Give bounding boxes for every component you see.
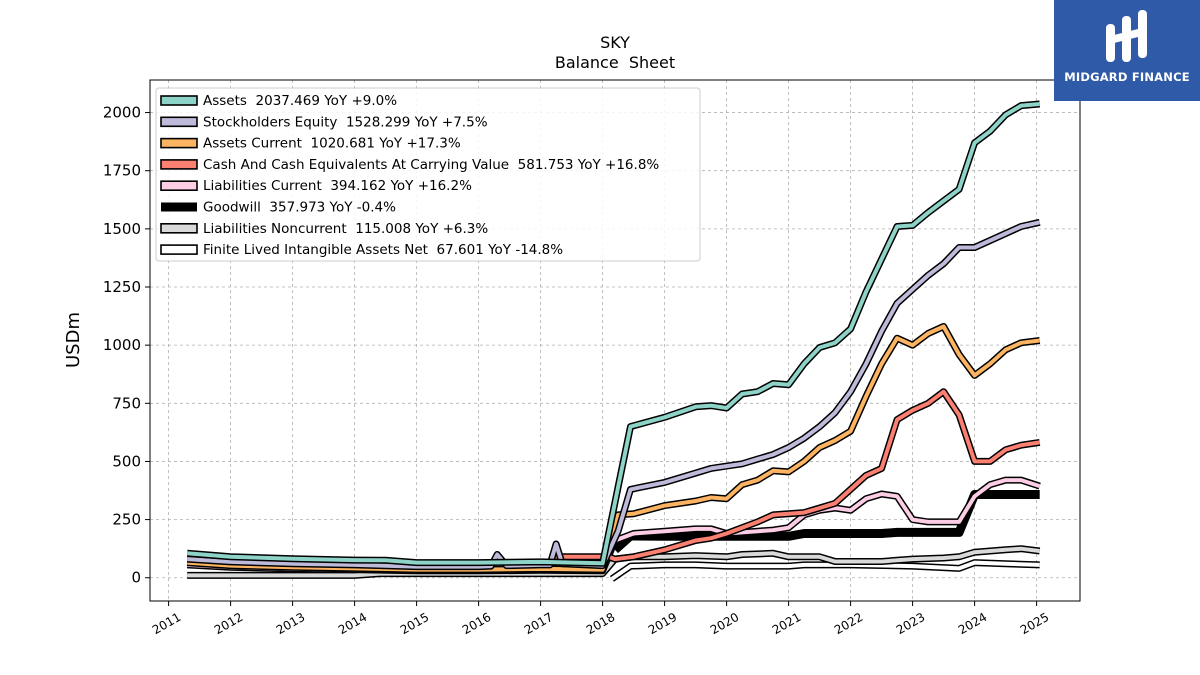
legend-swatch — [160, 95, 198, 106]
legend-item-2: Assets Current 1020.681 YoY +17.3% — [160, 136, 461, 152]
y-tick-label: 1750 — [103, 162, 141, 180]
legend-box — [155, 87, 701, 262]
y-axis-label: USDm — [63, 312, 84, 368]
x-tick-label: 2025 — [1018, 610, 1051, 637]
x-tick-label: 2016 — [460, 610, 493, 637]
x-tick-label: 2018 — [584, 610, 617, 637]
legend-item-3: Cash And Cash Equivalents At Carrying Va… — [160, 157, 659, 173]
plot-frame — [149, 79, 1081, 602]
y-tick-label: 2000 — [103, 104, 141, 122]
series-line-3 — [553, 388, 1041, 563]
x-tick-label: 2011 — [150, 610, 183, 637]
midgard-logo-icon — [1106, 10, 1147, 62]
brand-name: MIDGARD FINANCE — [1064, 70, 1190, 84]
legend-item-5: Goodwill 357.973 YoY -0.4% — [161, 200, 396, 216]
x-tick-label: 2017 — [522, 610, 555, 637]
legend-swatch — [160, 137, 198, 149]
series-stroke — [610, 560, 1040, 581]
legend-swatch — [161, 202, 197, 212]
x-tick-label: 2019 — [646, 610, 679, 637]
chart-title: SKY — [600, 33, 630, 52]
x-tick-label: 2013 — [274, 610, 307, 637]
legend-item-4: Liabilities Current 394.162 YoY +16.2% — [160, 178, 472, 194]
x-tick-label: 2014 — [336, 610, 369, 637]
legend-swatch — [160, 223, 198, 234]
y-tick-label: 0 — [131, 569, 141, 587]
y-tick-label: 1250 — [103, 278, 141, 296]
y-tick-label: 250 — [112, 511, 141, 529]
legend-swatch — [160, 244, 198, 255]
y-tick-label: 1000 — [103, 336, 141, 354]
x-tick-label: 2020 — [708, 610, 741, 637]
legend-swatch — [160, 159, 198, 170]
legend-swatch — [160, 180, 198, 191]
y-tick-label: 1500 — [103, 220, 141, 238]
legend-swatch — [160, 116, 198, 128]
x-tick-label: 2012 — [212, 610, 245, 637]
x-tick-label: 2023 — [894, 610, 927, 637]
legend-label: Cash And Cash Equivalents At Carrying Va… — [203, 157, 659, 173]
legend-label: Liabilities Noncurrent 115.008 YoY +6.3% — [203, 221, 488, 237]
series-stroke — [553, 389, 1040, 562]
chart-subtitle: Balance Sheet — [555, 53, 675, 72]
legend-label: Stockholders Equity 1528.299 YoY +7.5% — [203, 114, 488, 130]
x-axis-ticks: 2011 2012 2013 2014 2015 2016 2017 2018 2019 2020… — [150, 601, 1051, 637]
legend: Assets 2037.469 YoY +9.0% Stockholders Eq… — [155, 87, 701, 262]
series-stroke — [187, 324, 1040, 572]
series-line-7 — [609, 559, 1040, 582]
y-tick-label: 750 — [112, 394, 141, 412]
legend-label: Assets Current 1020.681 YoY +17.3% — [203, 136, 461, 152]
brand-logo: MIDGARD FINANCE — [1054, 0, 1200, 101]
x-tick-label: 2015 — [398, 610, 431, 637]
legend-item-0: Assets 2037.469 YoY +9.0% — [160, 93, 397, 109]
series-line-2 — [186, 323, 1041, 574]
legend-label: Assets 2037.469 YoY +9.0% — [203, 93, 397, 109]
x-tick-label: 2021 — [770, 610, 803, 637]
series-lines — [186, 100, 1041, 582]
legend-item-1: Stockholders Equity 1528.299 YoY +7.5% — [160, 114, 488, 130]
legend-label: Liabilities Current 394.162 YoY +16.2% — [203, 178, 472, 194]
series-line-0 — [186, 100, 1040, 567]
legend-item-6: Liabilities Noncurrent 115.008 YoY +6.3% — [160, 221, 488, 237]
series-stroke — [187, 102, 1040, 566]
y-axis-ticks: 0 250 500 750 1000 1250 1500 1750 2000 — [103, 104, 150, 587]
y-tick-label: 500 — [112, 452, 141, 470]
x-tick-label: 2024 — [956, 610, 989, 637]
legend-label: Finite Lived Intangible Assets Net 67.60… — [203, 242, 563, 258]
legend-label: Goodwill 357.973 YoY -0.4% — [203, 200, 396, 216]
x-tick-label: 2022 — [832, 610, 865, 637]
legend-item-7: Finite Lived Intangible Assets Net 67.60… — [160, 242, 563, 258]
